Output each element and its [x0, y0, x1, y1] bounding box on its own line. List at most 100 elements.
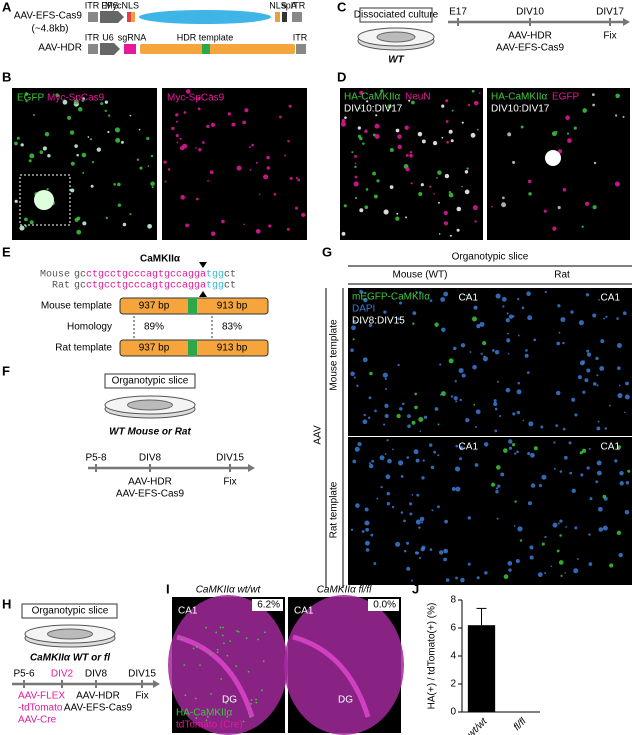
cell [420, 183, 424, 187]
cell [362, 142, 365, 145]
cell [76, 153, 79, 157]
cell [585, 293, 590, 297]
cell [528, 192, 532, 196]
cell [529, 545, 534, 550]
cell [508, 568, 512, 572]
cell [395, 541, 401, 547]
cell [418, 416, 424, 423]
cell [450, 395, 454, 398]
cell [91, 161, 95, 164]
cell [448, 191, 452, 194]
cell [586, 349, 590, 353]
timeline-arrow [248, 464, 255, 472]
cell [250, 699, 253, 702]
cell [44, 132, 50, 137]
cell [556, 549, 560, 553]
cell [415, 458, 420, 463]
cell [576, 557, 579, 560]
cell [264, 631, 266, 634]
cell [396, 212, 399, 215]
cell [351, 151, 354, 154]
cell [474, 220, 477, 223]
label: ctgcctgcccagtgccagga [86, 270, 206, 281]
cell [405, 216, 408, 219]
cell [355, 503, 360, 508]
cell [171, 126, 175, 131]
cell [100, 102, 104, 106]
cell [478, 92, 481, 94]
cell [582, 108, 588, 113]
cell [439, 363, 442, 366]
cell [414, 405, 418, 410]
cell [365, 527, 370, 532]
cell [150, 181, 155, 187]
cell [403, 549, 407, 553]
cell [433, 193, 436, 195]
label: DIV8:DIV15 [352, 316, 405, 327]
label: CaMKIIα WT or fl [30, 653, 110, 664]
cell-layer [176, 634, 255, 718]
cell [588, 533, 591, 536]
label: EGFP [552, 92, 580, 103]
cell [197, 107, 201, 111]
cell [421, 139, 426, 144]
cell [105, 216, 108, 220]
itr [296, 44, 306, 54]
cell [624, 394, 630, 400]
cell [533, 446, 538, 451]
cell [445, 578, 450, 582]
cell [436, 176, 438, 179]
cell [273, 193, 277, 196]
cell [624, 411, 626, 414]
cell [439, 393, 442, 396]
cell [301, 212, 306, 218]
cell [598, 527, 604, 532]
cell [432, 141, 438, 146]
cell [395, 128, 400, 133]
cell [598, 506, 603, 512]
cell [559, 519, 563, 523]
cell [527, 315, 533, 321]
cell [448, 358, 454, 364]
label: HA-CaMKIIα [491, 92, 548, 103]
label: AAV-Cre [18, 715, 57, 726]
cell [582, 448, 587, 453]
cell [242, 120, 247, 125]
cell [175, 120, 179, 123]
itr [88, 44, 98, 54]
cell [29, 220, 34, 225]
cell [506, 312, 509, 315]
cell [557, 304, 561, 308]
cell [386, 491, 391, 496]
label: Organotypic slice [112, 376, 189, 387]
cell [414, 551, 418, 555]
cell [210, 94, 212, 96]
cell [113, 183, 116, 186]
cell [555, 424, 559, 428]
cell [527, 452, 531, 456]
cell [163, 160, 167, 164]
cell [474, 463, 479, 467]
cell [395, 216, 400, 221]
cell [81, 98, 85, 102]
cell [421, 521, 424, 524]
cell [495, 487, 499, 490]
label: (~4.8kb) [32, 24, 69, 35]
cell [417, 131, 423, 137]
label: DIV15 [128, 669, 156, 680]
cell [422, 459, 425, 462]
cell [475, 426, 478, 428]
cell [565, 115, 570, 121]
label: Dissociated culture [354, 10, 439, 21]
cell [459, 446, 464, 451]
cell [571, 397, 576, 402]
cell [540, 425, 544, 429]
cell [374, 123, 380, 129]
panel-label: G [322, 244, 332, 259]
cell [247, 670, 250, 673]
cell [25, 99, 28, 103]
cell [351, 325, 356, 331]
cell [399, 407, 403, 411]
cell [363, 297, 368, 303]
